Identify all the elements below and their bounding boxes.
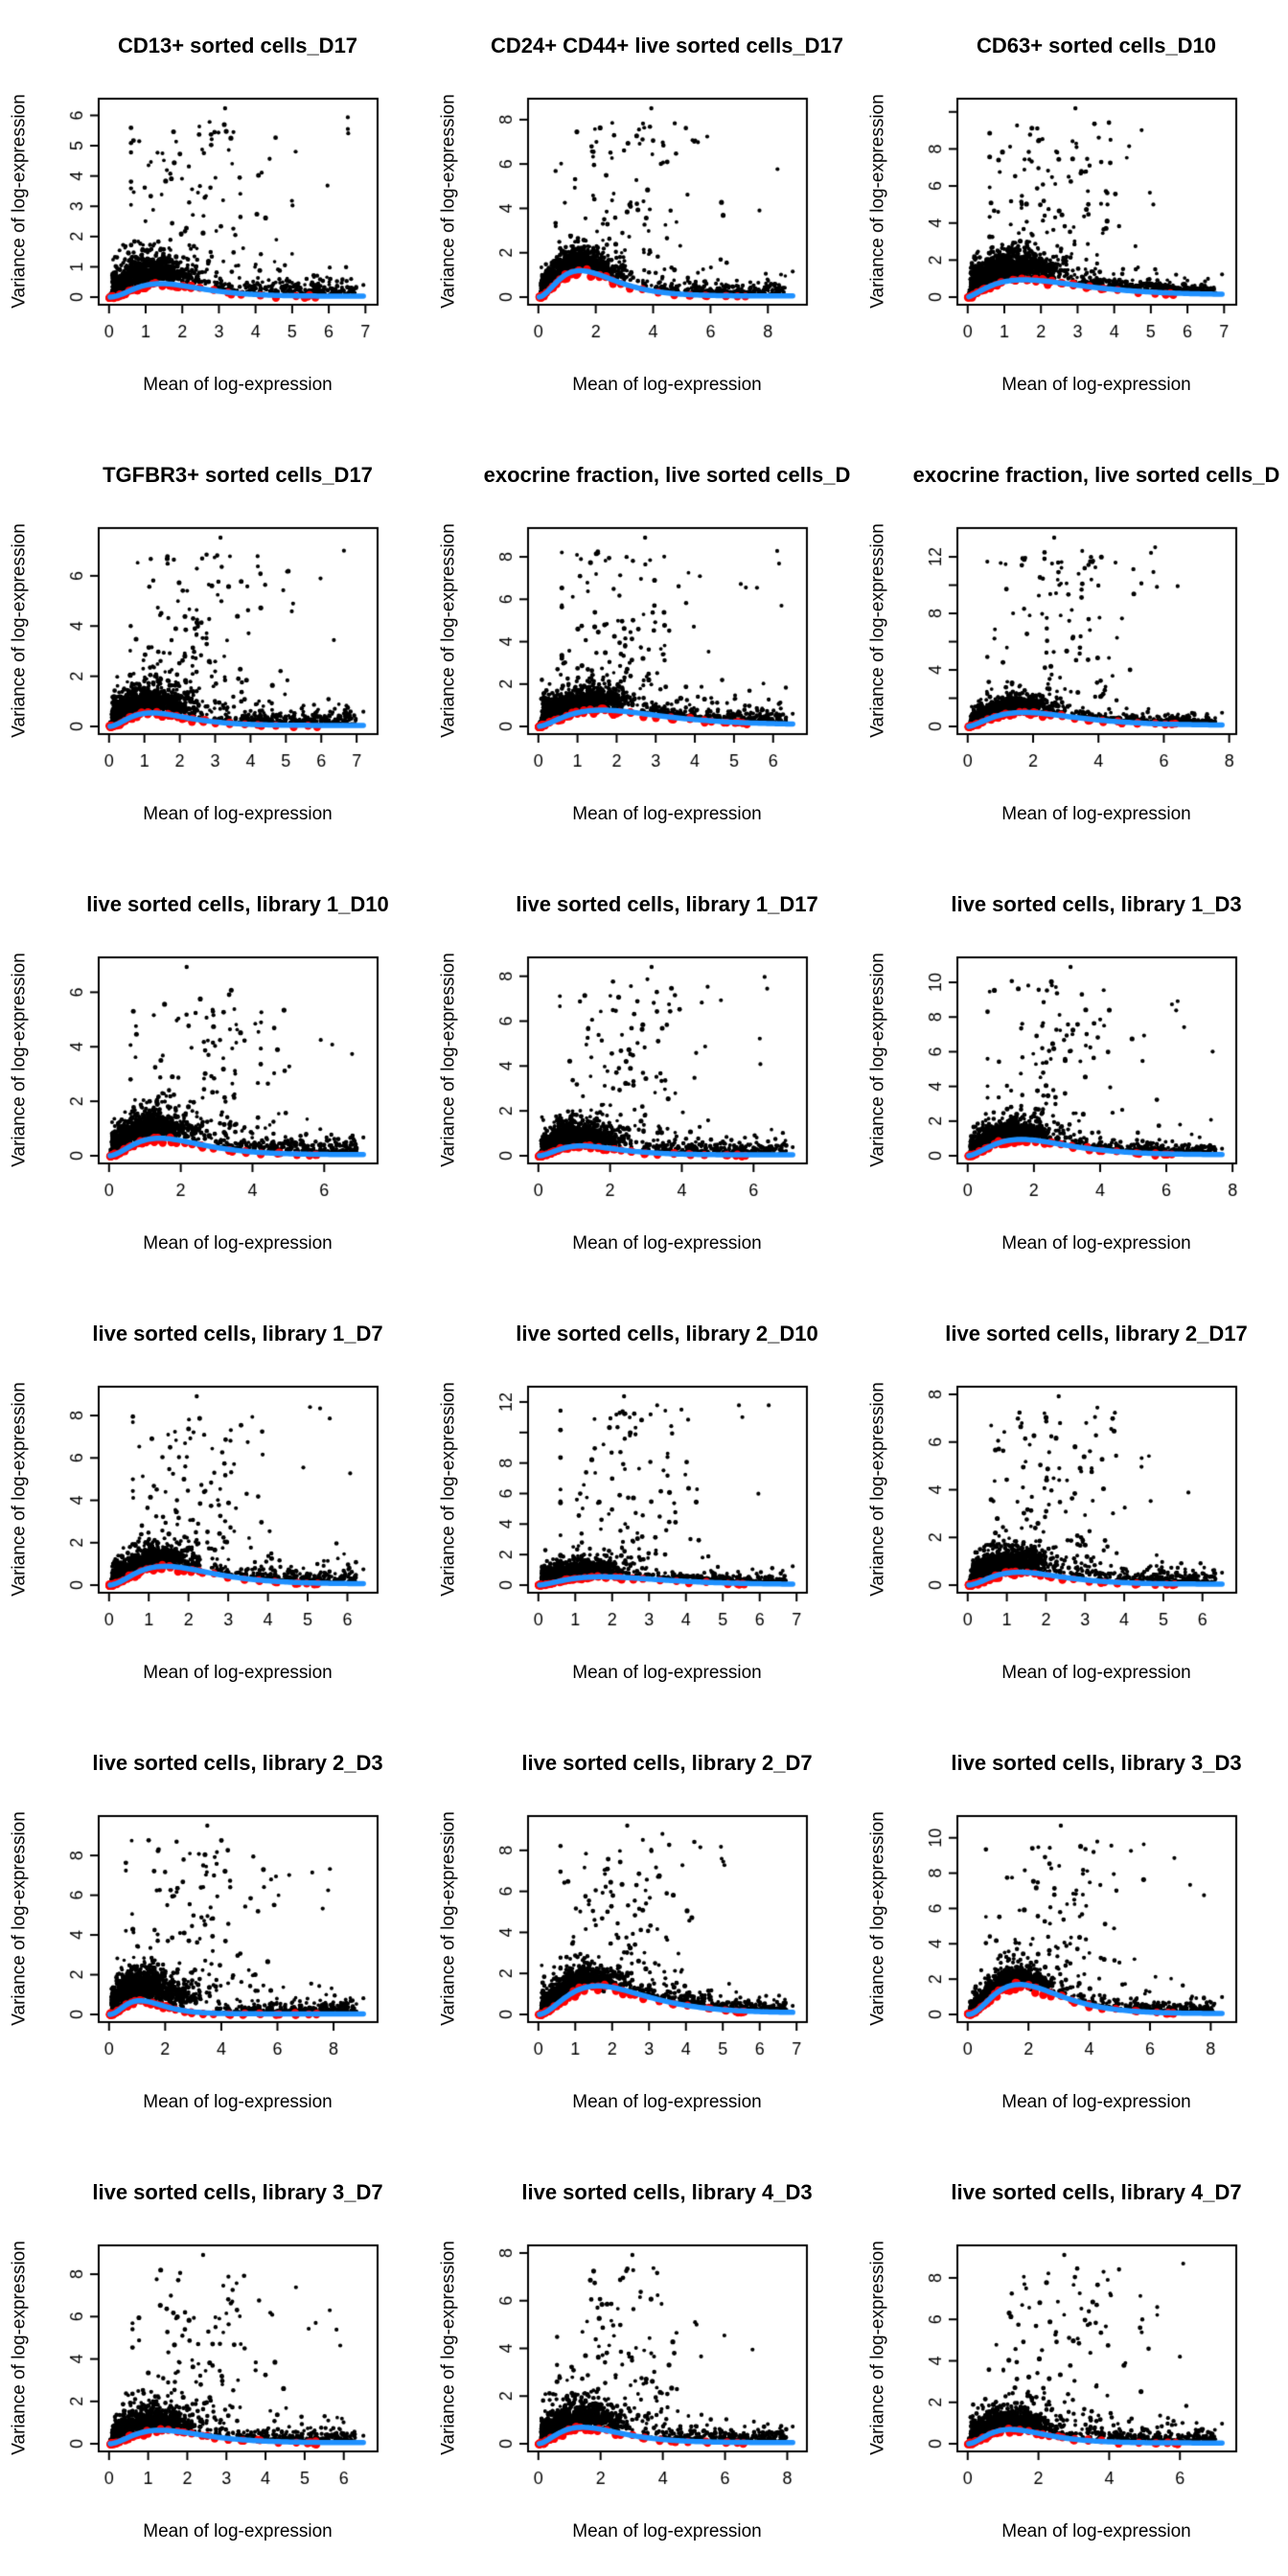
y-axis-label: Variance of log-expression bbox=[867, 523, 888, 738]
panel-1: CD13+ sorted cells_D17 Variance of log-e… bbox=[0, 0, 429, 429]
panel-13: live sorted cells, library 2_D3 Variance… bbox=[0, 1717, 429, 2147]
panel-6: exocrine fraction, live sorted cells_D V… bbox=[859, 429, 1288, 859]
y-axis-label: Variance of log-expression bbox=[9, 523, 30, 738]
y-axis-label: Variance of log-expression bbox=[867, 94, 888, 309]
panel-plot-canvas bbox=[859, 1288, 1288, 1717]
panel-plot-canvas bbox=[859, 1717, 1288, 2147]
panel-plot-canvas bbox=[429, 0, 859, 429]
y-axis-label: Variance of log-expression bbox=[9, 94, 30, 309]
x-axis-label: Mean of log-expression bbox=[572, 1233, 762, 1254]
panel-3: CD63+ sorted cells_D10 Variance of log-e… bbox=[859, 0, 1288, 429]
panel-plot-canvas bbox=[0, 1288, 429, 1717]
x-axis-label: Mean of log-expression bbox=[1001, 2521, 1191, 2542]
panel-title: live sorted cells, library 2_D7 bbox=[521, 1751, 813, 1775]
y-axis-label: Variance of log-expression bbox=[9, 953, 30, 1167]
panel-11: live sorted cells, library 2_D10 Varianc… bbox=[429, 1288, 859, 1717]
panel-plot-canvas bbox=[429, 1288, 859, 1717]
x-axis-label: Mean of log-expression bbox=[572, 804, 762, 824]
panel-5: exocrine fraction, live sorted cells_D V… bbox=[429, 429, 859, 859]
panel-title: exocrine fraction, live sorted cells_D bbox=[483, 463, 851, 487]
y-axis-label: Variance of log-expression bbox=[438, 1382, 459, 1597]
y-axis-label: Variance of log-expression bbox=[9, 1382, 30, 1597]
panel-title: live sorted cells, library 4_D3 bbox=[521, 2180, 813, 2204]
y-axis-label: Variance of log-expression bbox=[867, 1382, 888, 1597]
x-axis-label: Mean of log-expression bbox=[143, 2092, 333, 2112]
panel-title: live sorted cells, library 4_D7 bbox=[951, 2180, 1242, 2204]
panel-12: live sorted cells, library 2_D17 Varianc… bbox=[859, 1288, 1288, 1717]
x-axis-label: Mean of log-expression bbox=[1001, 804, 1191, 824]
y-axis-label: Variance of log-expression bbox=[438, 953, 459, 1167]
y-axis-label: Variance of log-expression bbox=[438, 523, 459, 738]
x-axis-label: Mean of log-expression bbox=[1001, 2092, 1191, 2112]
panel-title: live sorted cells, library 2_D10 bbox=[516, 1322, 818, 1346]
panel-plot-canvas bbox=[429, 429, 859, 859]
x-axis-label: Mean of log-expression bbox=[143, 1233, 333, 1254]
panel-plot-canvas bbox=[859, 429, 1288, 859]
y-axis-label: Variance of log-expression bbox=[867, 953, 888, 1167]
x-axis-label: Mean of log-expression bbox=[143, 1663, 333, 1683]
panel-plot-canvas bbox=[859, 2147, 1288, 2576]
panel-10: live sorted cells, library 1_D7 Variance… bbox=[0, 1288, 429, 1717]
y-axis-label: Variance of log-expression bbox=[438, 2241, 459, 2455]
panel-title: live sorted cells, library 2_D17 bbox=[945, 1322, 1248, 1346]
panel-plot-canvas bbox=[0, 0, 429, 429]
x-axis-label: Mean of log-expression bbox=[572, 2521, 762, 2542]
y-axis-label: Variance of log-expression bbox=[9, 2241, 30, 2455]
x-axis-label: Mean of log-expression bbox=[1001, 1233, 1191, 1254]
panel-title: live sorted cells, library 1_D17 bbox=[516, 892, 818, 916]
x-axis-label: Mean of log-expression bbox=[572, 2092, 762, 2112]
panel-plot-canvas bbox=[0, 1717, 429, 2147]
panel-title: live sorted cells, library 1_D10 bbox=[86, 892, 389, 916]
panel-title: CD24+ CD44+ live sorted cells_D17 bbox=[490, 34, 844, 58]
panel-plot-canvas bbox=[0, 859, 429, 1288]
panel-title: live sorted cells, library 3_D7 bbox=[92, 2180, 383, 2204]
x-axis-label: Mean of log-expression bbox=[143, 2521, 333, 2542]
panel-plot-canvas bbox=[429, 859, 859, 1288]
y-axis-label: Variance of log-expression bbox=[438, 1811, 459, 2026]
panel-title: CD63+ sorted cells_D10 bbox=[976, 34, 1217, 58]
x-axis-label: Mean of log-expression bbox=[572, 375, 762, 395]
y-axis-label: Variance of log-expression bbox=[438, 94, 459, 309]
panel-title: exocrine fraction, live sorted cells_D bbox=[912, 463, 1280, 487]
x-axis-label: Mean of log-expression bbox=[143, 804, 333, 824]
panel-title: live sorted cells, library 1_D7 bbox=[92, 1322, 383, 1346]
y-axis-label: Variance of log-expression bbox=[9, 1811, 30, 2026]
panel-plot-canvas bbox=[0, 2147, 429, 2576]
x-axis-label: Mean of log-expression bbox=[143, 375, 333, 395]
panel-2: CD24+ CD44+ live sorted cells_D17 Varian… bbox=[429, 0, 859, 429]
panel-16: live sorted cells, library 3_D7 Variance… bbox=[0, 2147, 429, 2576]
panel-title: live sorted cells, library 3_D3 bbox=[951, 1751, 1242, 1775]
panel-8: live sorted cells, library 1_D17 Varianc… bbox=[429, 859, 859, 1288]
panel-17: live sorted cells, library 4_D3 Variance… bbox=[429, 2147, 859, 2576]
y-axis-label: Variance of log-expression bbox=[867, 1811, 888, 2026]
panel-4: TGFBR3+ sorted cells_D17 Variance of log… bbox=[0, 429, 429, 859]
panel-title: live sorted cells, library 2_D3 bbox=[92, 1751, 383, 1775]
panel-9: live sorted cells, library 1_D3 Variance… bbox=[859, 859, 1288, 1288]
panel-7: live sorted cells, library 1_D10 Varianc… bbox=[0, 859, 429, 1288]
x-axis-label: Mean of log-expression bbox=[1001, 375, 1191, 395]
panel-title: live sorted cells, library 1_D3 bbox=[951, 892, 1242, 916]
panel-15: live sorted cells, library 3_D3 Variance… bbox=[859, 1717, 1288, 2147]
panel-plot-canvas bbox=[0, 429, 429, 859]
panel-title: CD13+ sorted cells_D17 bbox=[117, 34, 358, 58]
panel-title: TGFBR3+ sorted cells_D17 bbox=[103, 463, 373, 487]
x-axis-label: Mean of log-expression bbox=[572, 1663, 762, 1683]
panel-plot-canvas bbox=[859, 859, 1288, 1288]
panel-plot-canvas bbox=[429, 1717, 859, 2147]
panel-14: live sorted cells, library 2_D7 Variance… bbox=[429, 1717, 859, 2147]
panel-plot-canvas bbox=[859, 0, 1288, 429]
panel-18: live sorted cells, library 4_D7 Variance… bbox=[859, 2147, 1288, 2576]
y-axis-label: Variance of log-expression bbox=[867, 2241, 888, 2455]
x-axis-label: Mean of log-expression bbox=[1001, 1663, 1191, 1683]
panel-plot-canvas bbox=[429, 2147, 859, 2576]
